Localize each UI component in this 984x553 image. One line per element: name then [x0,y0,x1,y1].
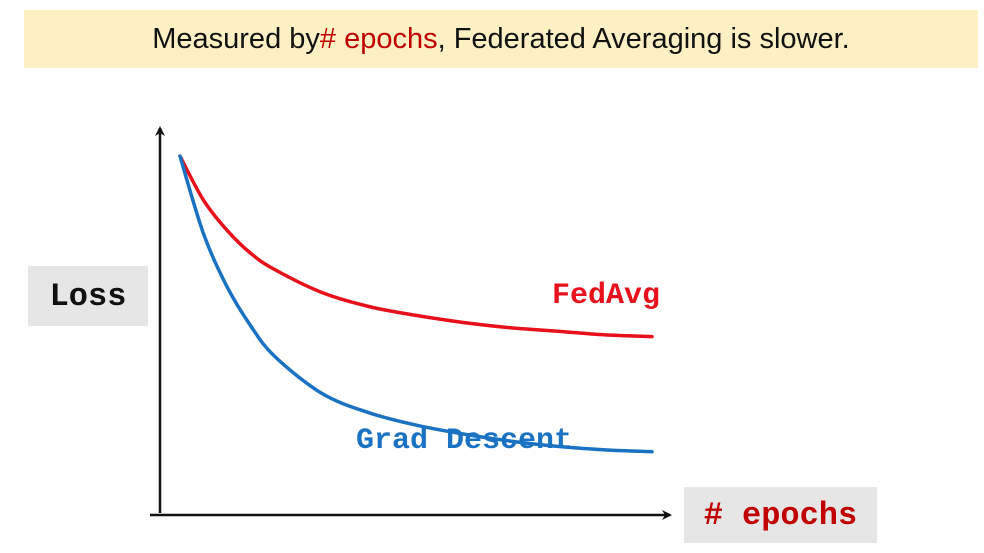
x-axis-label-hash: # [703,496,723,534]
series-line-fedavg [178,154,654,339]
series-labels: FedAvg Grad Descent [356,279,660,458]
y-axis-label: Loss [28,266,148,326]
series-label-grad-descent: Grad Descent [356,424,572,458]
series-layer [178,154,654,454]
title-banner: Measured by # epochs, Federated Averagin… [24,10,978,68]
x-axis-label: # epochs [684,487,877,543]
series-label-fedavg: FedAvg [552,279,660,313]
y-axis-label-text: Loss [49,277,127,315]
x-axis-label-word: epochs [741,496,858,534]
series-line-grad-descent [178,154,654,454]
title-prefix: Measured by [152,22,320,55]
title-highlight: # epochs [319,22,438,55]
title-suffix: , Federated Averaging is slower. [437,22,850,55]
